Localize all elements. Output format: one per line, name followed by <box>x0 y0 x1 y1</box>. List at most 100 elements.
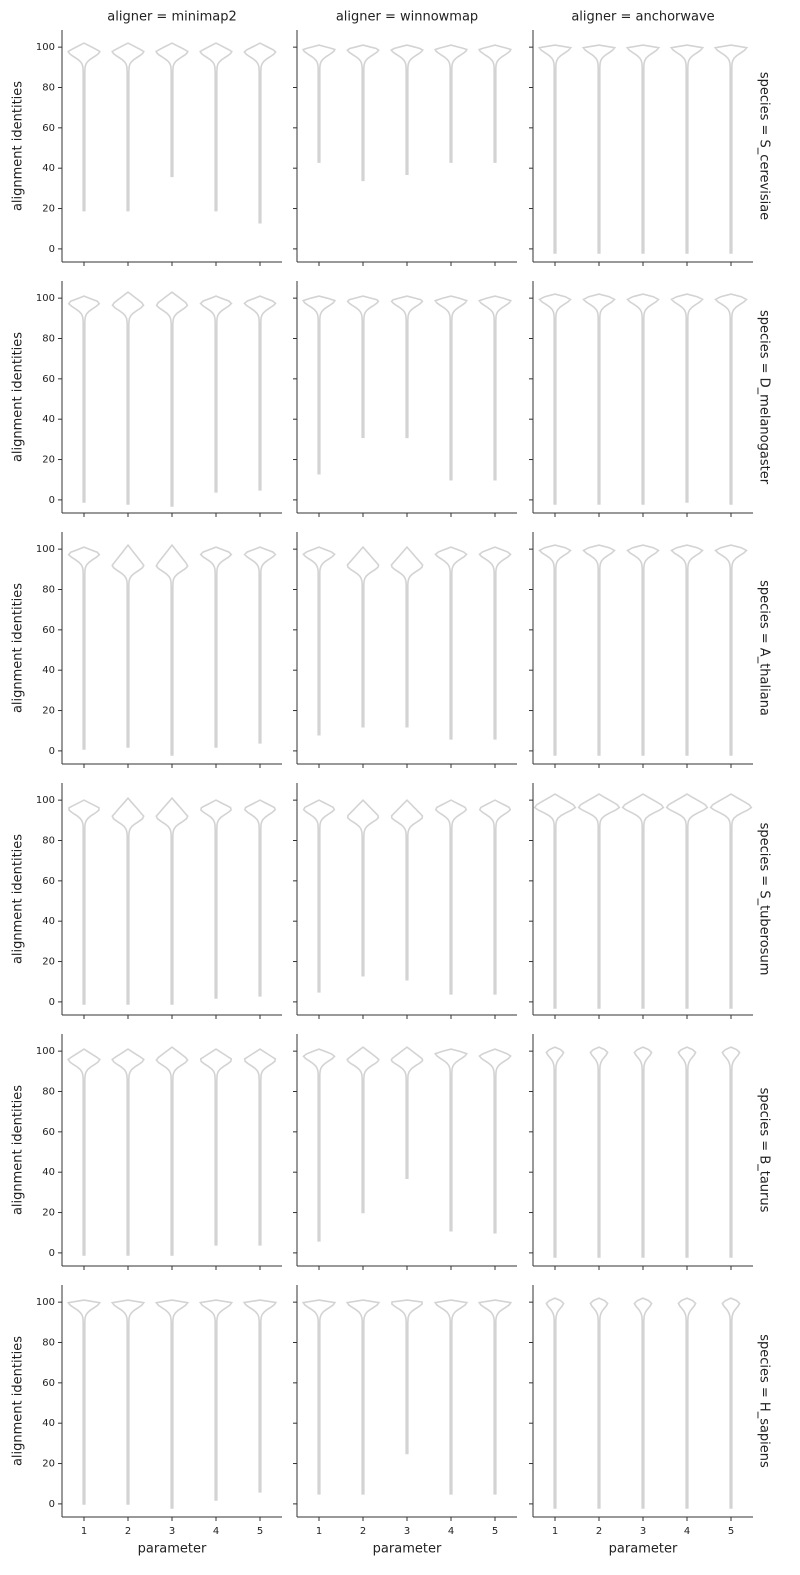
violin <box>302 1048 336 1242</box>
violin <box>577 793 621 1009</box>
violin <box>434 799 468 995</box>
y-tick-label: 100 <box>36 293 55 304</box>
violin <box>346 295 380 439</box>
violin <box>582 293 616 505</box>
violin <box>626 293 660 505</box>
row-title: species = D_melanogaster <box>757 310 772 485</box>
violin <box>200 799 232 999</box>
violin <box>302 44 336 163</box>
x-axis-label: parameter <box>609 1542 678 1557</box>
violin <box>67 42 101 212</box>
row-title: species = H_sapiens <box>757 1334 772 1468</box>
x-axis-label: parameter <box>373 1542 442 1557</box>
violin <box>111 1048 145 1256</box>
y-tick-label: 20 <box>42 1208 55 1219</box>
column-title: aligner = minimap2 <box>107 10 236 25</box>
violin <box>533 793 577 1009</box>
violin <box>478 44 512 163</box>
violin <box>110 1299 146 1505</box>
violin <box>677 1297 697 1509</box>
y-tick-label: 40 <box>42 414 55 425</box>
violin <box>670 544 704 756</box>
column-title: aligner = winnowmap <box>336 10 478 25</box>
y-tick-label: 80 <box>42 82 55 93</box>
violin <box>538 293 572 505</box>
y-tick-label: 100 <box>36 1046 55 1057</box>
x-tick-label: 5 <box>728 1526 734 1537</box>
x-axis-label: parameter <box>138 1542 207 1557</box>
violin <box>199 1048 233 1246</box>
y-tick-label: 60 <box>42 876 55 887</box>
y-tick-label: 40 <box>42 665 55 676</box>
violin <box>714 293 748 505</box>
y-tick-label: 0 <box>49 244 55 255</box>
violin <box>199 295 233 493</box>
x-tick-label: 1 <box>81 1526 87 1537</box>
x-tick-label: 1 <box>316 1526 322 1537</box>
violin <box>67 295 101 503</box>
y-tick-label: 60 <box>42 374 55 385</box>
violin <box>478 799 512 995</box>
violin <box>155 796 189 1005</box>
violin <box>538 544 572 756</box>
x-tick-label: 4 <box>213 1526 219 1537</box>
violin <box>545 1046 565 1258</box>
violin <box>670 293 704 503</box>
y-tick-label: 20 <box>42 706 55 717</box>
row-title: species = B_taurus <box>757 1088 772 1213</box>
violin <box>391 1299 423 1455</box>
violin <box>390 1046 424 1179</box>
violin <box>581 44 617 254</box>
y-tick-label: 40 <box>42 1418 55 1429</box>
violin <box>243 1048 277 1246</box>
violin <box>390 545 424 728</box>
y-tick-label: 80 <box>42 835 55 846</box>
violin <box>478 295 512 481</box>
y-tick-label: 20 <box>42 455 55 466</box>
violin <box>111 543 145 748</box>
x-tick-label: 1 <box>552 1526 558 1537</box>
violin <box>155 291 189 507</box>
y-tick-label: 40 <box>42 1167 55 1178</box>
y-tick-label: 80 <box>42 333 55 344</box>
x-tick-label: 2 <box>596 1526 602 1537</box>
column-title: aligner = anchorwave <box>571 10 714 25</box>
violin <box>345 1299 381 1495</box>
violin <box>111 291 145 505</box>
violin <box>111 42 145 212</box>
violin <box>478 1048 512 1234</box>
violin <box>434 44 468 163</box>
violin <box>633 1297 653 1509</box>
x-tick-label: 3 <box>169 1526 175 1537</box>
violin <box>477 1299 513 1495</box>
violin <box>155 543 189 756</box>
y-tick-label: 60 <box>42 625 55 636</box>
x-tick-label: 3 <box>404 1526 410 1537</box>
y-tick-label: 60 <box>42 1378 55 1389</box>
violin <box>621 793 665 1009</box>
violin <box>390 295 424 439</box>
violin <box>434 295 468 481</box>
violin <box>346 798 380 977</box>
y-axis-label: alignment identities <box>11 834 26 964</box>
violin <box>721 1046 741 1258</box>
y-tick-label: 40 <box>42 163 55 174</box>
y-tick-label: 20 <box>42 957 55 968</box>
violin <box>478 546 512 740</box>
violin <box>390 44 424 175</box>
y-tick-label: 20 <box>42 204 55 215</box>
violin <box>713 44 749 254</box>
y-tick-label: 80 <box>42 584 55 595</box>
violin <box>346 44 380 182</box>
violin <box>198 1299 234 1501</box>
x-tick-label: 2 <box>360 1526 366 1537</box>
violin <box>68 799 100 1005</box>
row-title: species = S_cerevisiae <box>757 72 772 220</box>
y-axis-label: alignment identities <box>11 1085 26 1215</box>
violin <box>66 1299 102 1505</box>
y-axis-label: alignment identities <box>11 583 26 713</box>
violin <box>67 546 101 750</box>
x-tick-label: 5 <box>492 1526 498 1537</box>
violin <box>709 793 753 1009</box>
violin <box>243 799 277 997</box>
